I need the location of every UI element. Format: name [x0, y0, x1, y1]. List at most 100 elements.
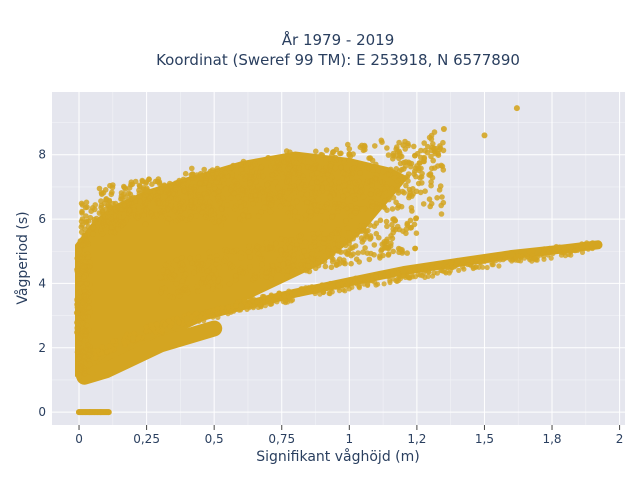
data-point — [264, 246, 271, 252]
data-point — [312, 265, 319, 272]
data-point — [273, 240, 279, 247]
data-point — [82, 370, 88, 377]
data-point — [247, 254, 253, 260]
chart-title-line-1: År 1979 - 2019 — [282, 30, 395, 49]
data-point — [231, 248, 237, 255]
data-point — [427, 172, 434, 178]
x-tick-label: 1,8 — [542, 432, 561, 446]
data-point — [268, 275, 274, 282]
data-point — [224, 202, 230, 208]
data-point — [206, 258, 213, 264]
data-point — [297, 185, 303, 191]
data-point — [227, 195, 234, 201]
data-point — [329, 258, 336, 265]
data-point — [149, 181, 155, 187]
data-point — [76, 248, 82, 255]
data-point — [412, 266, 418, 272]
data-point — [328, 264, 335, 271]
data-point — [335, 241, 341, 248]
data-point — [107, 343, 113, 349]
data-point — [203, 211, 209, 218]
data-point — [405, 178, 411, 184]
data-point — [336, 184, 342, 191]
data-point — [215, 175, 221, 181]
data-point — [254, 243, 260, 250]
data-point — [96, 185, 103, 192]
data-point — [79, 268, 86, 274]
data-point — [178, 267, 185, 273]
data-point — [343, 218, 349, 224]
data-point — [252, 161, 258, 167]
data-point — [83, 199, 90, 206]
data-point — [308, 209, 315, 216]
data-point — [136, 193, 143, 200]
data-point — [179, 198, 186, 205]
data-point — [352, 243, 359, 249]
data-point — [84, 204, 90, 210]
data-point — [85, 346, 91, 353]
data-point — [345, 141, 351, 148]
y-tick-label: 4 — [38, 276, 46, 290]
data-point — [281, 159, 288, 165]
data-point — [323, 282, 329, 288]
data-point — [135, 336, 141, 342]
data-point — [259, 273, 266, 280]
data-point — [422, 147, 428, 154]
x-tick-label: 0,25 — [133, 432, 160, 446]
data-point — [420, 201, 427, 207]
data-point — [336, 179, 342, 186]
data-point — [226, 281, 233, 287]
data-point — [360, 249, 366, 255]
data-point — [382, 188, 388, 195]
data-point — [141, 212, 147, 218]
data-point — [79, 216, 86, 222]
data-point — [191, 184, 197, 191]
data-point — [168, 202, 174, 209]
data-point — [76, 341, 83, 347]
data-point — [86, 263, 93, 270]
data-point — [285, 260, 291, 267]
data-point — [384, 145, 390, 151]
data-point — [323, 147, 330, 153]
data-point — [142, 221, 149, 228]
data-point — [162, 322, 168, 328]
data-point — [385, 152, 392, 158]
data-point — [400, 267, 407, 274]
data-point — [394, 186, 400, 193]
data-point — [313, 148, 319, 155]
data-point — [440, 199, 447, 206]
data-point — [540, 250, 546, 257]
data-point — [329, 289, 335, 295]
data-point — [440, 126, 447, 132]
data-point — [87, 309, 93, 315]
data-point — [344, 251, 351, 257]
data-point — [161, 208, 167, 214]
data-point — [321, 289, 327, 295]
data-point — [428, 200, 435, 207]
data-point — [408, 163, 414, 170]
data-point — [429, 264, 435, 270]
data-point — [292, 246, 298, 252]
data-point — [74, 266, 80, 273]
data-point — [195, 192, 201, 198]
data-point — [117, 219, 124, 225]
data-point — [211, 275, 217, 281]
y-tick-label: 8 — [38, 148, 46, 162]
data-point — [252, 192, 259, 198]
data-point — [438, 267, 444, 274]
data-point — [299, 264, 306, 271]
data-point — [360, 194, 367, 200]
data-point — [321, 258, 328, 265]
data-point — [108, 191, 115, 198]
data-point — [426, 196, 433, 202]
data-point — [350, 235, 357, 242]
data-point — [394, 144, 400, 150]
data-point — [424, 263, 430, 269]
x-tick-label: 1,5 — [475, 432, 494, 446]
data-point — [77, 289, 84, 295]
data-point — [97, 409, 104, 416]
data-point — [244, 306, 250, 312]
data-point — [358, 222, 365, 229]
data-point — [137, 183, 143, 190]
data-point — [417, 272, 423, 278]
